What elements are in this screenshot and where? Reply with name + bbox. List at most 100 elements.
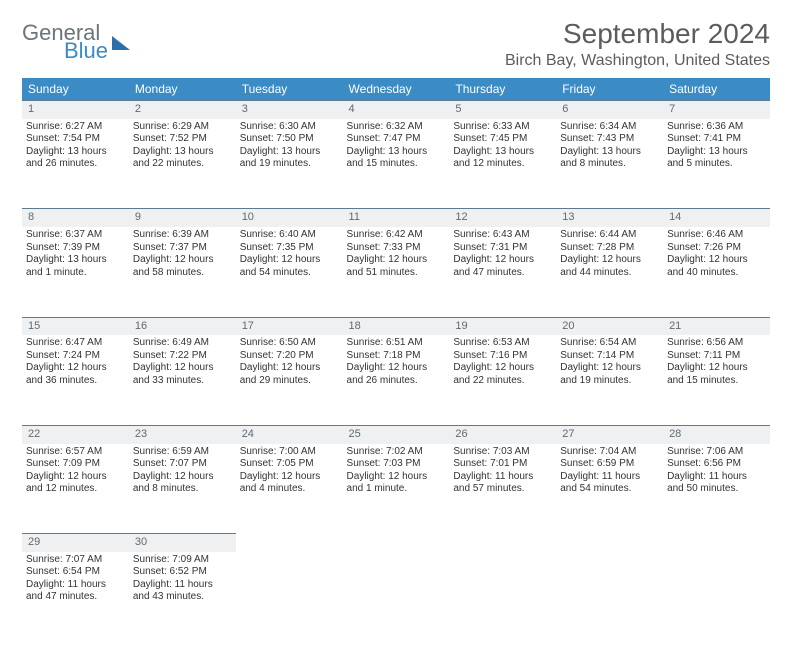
- day-number-cell: 19: [449, 317, 556, 335]
- daylight-line: Daylight: 12 hours and 44 minutes.: [560, 254, 659, 279]
- day-number-cell: 21: [663, 317, 770, 335]
- day-cell: Sunrise: 6:27 AMSunset: 7:54 PMDaylight:…: [22, 119, 129, 209]
- day-number-cell: [556, 534, 663, 552]
- daylight-line: Daylight: 13 hours and 8 minutes.: [560, 146, 659, 171]
- daynum-row: 15161718192021: [22, 317, 770, 335]
- day-number-cell: [449, 534, 556, 552]
- daylight-line: Daylight: 12 hours and 12 minutes.: [26, 471, 125, 496]
- day-cell: [663, 552, 770, 642]
- day-cell: Sunrise: 6:37 AMSunset: 7:39 PMDaylight:…: [22, 227, 129, 317]
- day-details: Sunrise: 6:29 AMSunset: 7:52 PMDaylight:…: [133, 121, 232, 171]
- sunrise-line: Sunrise: 6:47 AM: [26, 337, 125, 350]
- daylight-line: Daylight: 12 hours and 1 minute.: [347, 471, 446, 496]
- daylight-line: Daylight: 12 hours and 19 minutes.: [560, 362, 659, 387]
- day-number-cell: 30: [129, 534, 236, 552]
- sunrise-line: Sunrise: 7:02 AM: [347, 446, 446, 459]
- sunset-line: Sunset: 6:54 PM: [26, 566, 125, 579]
- day-number-cell: 15: [22, 317, 129, 335]
- day-number-cell: 13: [556, 209, 663, 227]
- daynum-row: 22232425262728: [22, 425, 770, 443]
- daylight-line: Daylight: 13 hours and 15 minutes.: [347, 146, 446, 171]
- sunset-line: Sunset: 7:05 PM: [240, 458, 339, 471]
- sunrise-line: Sunrise: 6:44 AM: [560, 229, 659, 242]
- day-number-cell: 16: [129, 317, 236, 335]
- sunrise-line: Sunrise: 7:07 AM: [26, 554, 125, 567]
- day-cell: Sunrise: 7:07 AMSunset: 6:54 PMDaylight:…: [22, 552, 129, 642]
- day-number-cell: 12: [449, 209, 556, 227]
- day-number-cell: [236, 534, 343, 552]
- sunrise-line: Sunrise: 6:53 AM: [453, 337, 552, 350]
- day-details: Sunrise: 6:33 AMSunset: 7:45 PMDaylight:…: [453, 121, 552, 171]
- day-details: Sunrise: 6:46 AMSunset: 7:26 PMDaylight:…: [667, 229, 766, 279]
- day-cell: Sunrise: 7:03 AMSunset: 7:01 PMDaylight:…: [449, 444, 556, 534]
- day-details: Sunrise: 6:34 AMSunset: 7:43 PMDaylight:…: [560, 121, 659, 171]
- day-content-row: Sunrise: 6:37 AMSunset: 7:39 PMDaylight:…: [22, 227, 770, 317]
- day-number-cell: 22: [22, 425, 129, 443]
- sunset-line: Sunset: 7:54 PM: [26, 133, 125, 146]
- calendar-table: Sunday Monday Tuesday Wednesday Thursday…: [22, 78, 770, 642]
- day-cell: Sunrise: 6:42 AMSunset: 7:33 PMDaylight:…: [343, 227, 450, 317]
- day-cell: Sunrise: 6:44 AMSunset: 7:28 PMDaylight:…: [556, 227, 663, 317]
- sunset-line: Sunset: 7:39 PM: [26, 242, 125, 255]
- day-cell: Sunrise: 6:43 AMSunset: 7:31 PMDaylight:…: [449, 227, 556, 317]
- day-details: Sunrise: 6:30 AMSunset: 7:50 PMDaylight:…: [240, 121, 339, 171]
- day-details: Sunrise: 7:04 AMSunset: 6:59 PMDaylight:…: [560, 446, 659, 496]
- daylight-line: Daylight: 12 hours and 54 minutes.: [240, 254, 339, 279]
- daylight-line: Daylight: 12 hours and 22 minutes.: [453, 362, 552, 387]
- sunrise-line: Sunrise: 6:27 AM: [26, 121, 125, 134]
- day-cell: [343, 552, 450, 642]
- day-number-cell: [663, 534, 770, 552]
- day-number-cell: 28: [663, 425, 770, 443]
- month-title: September 2024: [505, 18, 770, 50]
- day-number-cell: 6: [556, 101, 663, 119]
- weekday-thursday: Thursday: [449, 78, 556, 101]
- day-cell: Sunrise: 6:30 AMSunset: 7:50 PMDaylight:…: [236, 119, 343, 209]
- day-details: Sunrise: 7:06 AMSunset: 6:56 PMDaylight:…: [667, 446, 766, 496]
- day-number-cell: 11: [343, 209, 450, 227]
- sunrise-line: Sunrise: 7:09 AM: [133, 554, 232, 567]
- weekday-wednesday: Wednesday: [343, 78, 450, 101]
- logo: General Blue: [22, 18, 130, 62]
- day-details: Sunrise: 6:37 AMSunset: 7:39 PMDaylight:…: [26, 229, 125, 279]
- logo-word-blue: Blue: [64, 40, 108, 62]
- sunset-line: Sunset: 6:52 PM: [133, 566, 232, 579]
- day-content-row: Sunrise: 6:57 AMSunset: 7:09 PMDaylight:…: [22, 444, 770, 534]
- sunset-line: Sunset: 7:24 PM: [26, 350, 125, 363]
- day-details: Sunrise: 6:44 AMSunset: 7:28 PMDaylight:…: [560, 229, 659, 279]
- sunset-line: Sunset: 7:37 PM: [133, 242, 232, 255]
- daylight-line: Daylight: 11 hours and 57 minutes.: [453, 471, 552, 496]
- day-cell: Sunrise: 7:04 AMSunset: 6:59 PMDaylight:…: [556, 444, 663, 534]
- day-cell: Sunrise: 6:36 AMSunset: 7:41 PMDaylight:…: [663, 119, 770, 209]
- sunrise-line: Sunrise: 6:49 AM: [133, 337, 232, 350]
- sunset-line: Sunset: 7:52 PM: [133, 133, 232, 146]
- day-details: Sunrise: 7:02 AMSunset: 7:03 PMDaylight:…: [347, 446, 446, 496]
- day-details: Sunrise: 7:09 AMSunset: 6:52 PMDaylight:…: [133, 554, 232, 604]
- daylight-line: Daylight: 12 hours and 26 minutes.: [347, 362, 446, 387]
- day-cell: Sunrise: 6:51 AMSunset: 7:18 PMDaylight:…: [343, 335, 450, 425]
- sunset-line: Sunset: 7:26 PM: [667, 242, 766, 255]
- day-details: Sunrise: 6:57 AMSunset: 7:09 PMDaylight:…: [26, 446, 125, 496]
- sunrise-line: Sunrise: 6:32 AM: [347, 121, 446, 134]
- day-cell: Sunrise: 6:59 AMSunset: 7:07 PMDaylight:…: [129, 444, 236, 534]
- sunrise-line: Sunrise: 6:51 AM: [347, 337, 446, 350]
- daylight-line: Daylight: 12 hours and 51 minutes.: [347, 254, 446, 279]
- day-number-cell: 5: [449, 101, 556, 119]
- day-number-cell: 9: [129, 209, 236, 227]
- sunset-line: Sunset: 7:50 PM: [240, 133, 339, 146]
- daylight-line: Daylight: 11 hours and 47 minutes.: [26, 579, 125, 604]
- day-details: Sunrise: 6:47 AMSunset: 7:24 PMDaylight:…: [26, 337, 125, 387]
- daynum-row: 1234567: [22, 101, 770, 119]
- day-number-cell: 18: [343, 317, 450, 335]
- day-content-row: Sunrise: 6:27 AMSunset: 7:54 PM Daylight:…: [22, 119, 770, 209]
- sunrise-line: Sunrise: 6:36 AM: [667, 121, 766, 134]
- daylight-line: Daylight: 12 hours and 40 minutes.: [667, 254, 766, 279]
- day-number-cell: [343, 534, 450, 552]
- day-number-cell: 17: [236, 317, 343, 335]
- day-details: Sunrise: 6:56 AMSunset: 7:11 PMDaylight:…: [667, 337, 766, 387]
- weekday-monday: Monday: [129, 78, 236, 101]
- day-cell: Sunrise: 6:33 AMSunset: 7:45 PMDaylight:…: [449, 119, 556, 209]
- sunset-line: Sunset: 7:18 PM: [347, 350, 446, 363]
- sunset-line: Sunset: 7:35 PM: [240, 242, 339, 255]
- day-number-cell: 4: [343, 101, 450, 119]
- sunset-line: Sunset: 6:59 PM: [560, 458, 659, 471]
